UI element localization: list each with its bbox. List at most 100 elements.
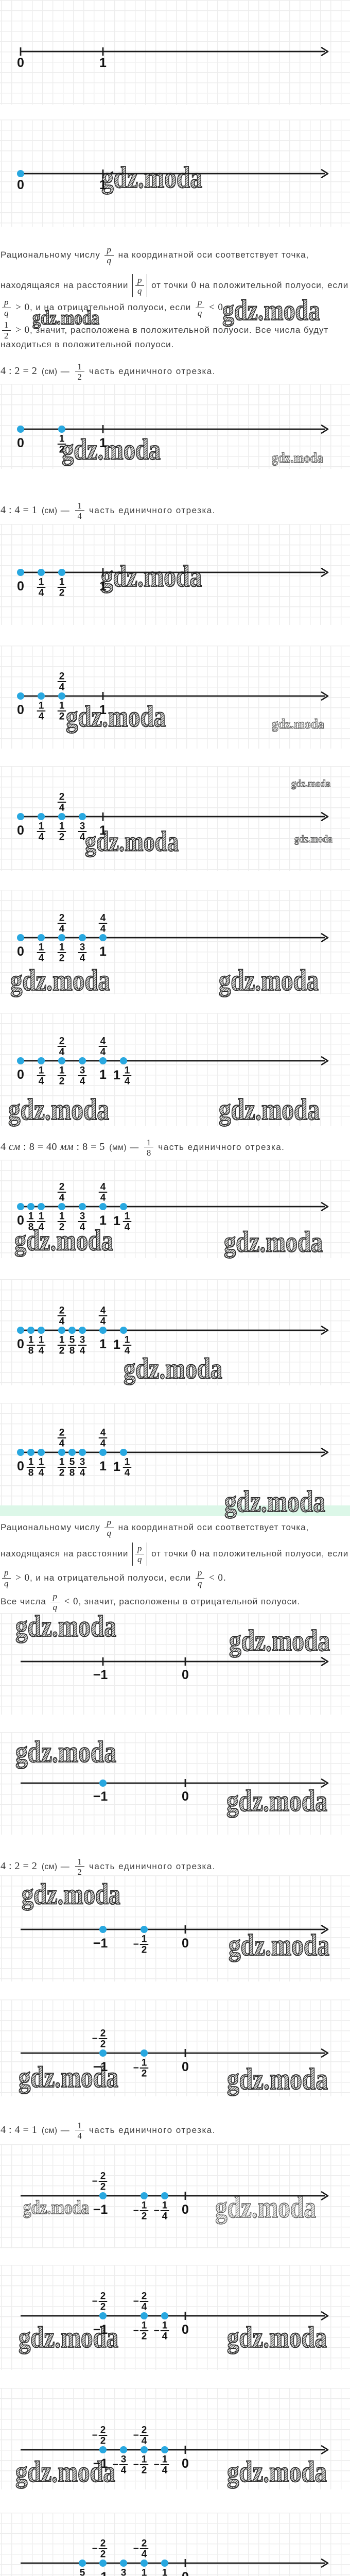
svg-text:4: 4 [100,1428,106,1438]
svg-text:1: 1 [59,701,65,711]
svg-text:1: 1 [142,2058,147,2069]
svg-text:3: 3 [80,1335,85,1346]
svg-text:gdz.moda: gdz.moda [15,2455,115,2488]
svg-text:1: 1 [142,2568,147,2576]
svg-text:2: 2 [142,2465,147,2476]
svg-text:4: 4 [80,1468,85,1479]
svg-text:2: 2 [59,1222,65,1233]
svg-text:1: 1 [142,2320,147,2331]
svg-text:−1: −1 [93,1936,108,1951]
svg-text:0: 0 [182,2060,189,2074]
svg-text:gdz.moda: gdz.moda [227,2320,327,2354]
svg-text:5: 5 [69,1457,75,1468]
svg-text:gdz.moda: gdz.moda [66,700,166,733]
svg-text:−: − [92,2033,98,2044]
svg-text:4: 4 [100,1316,106,1327]
svg-text:−: − [133,2326,139,2336]
svg-text:gdz.moda: gdz.moda [10,963,110,997]
svg-text:−: − [92,2544,98,2554]
svg-text:4: 4 [125,1222,130,1233]
svg-text:2: 2 [59,1182,65,1193]
svg-text:−: − [133,2544,139,2554]
svg-text:gdz.moda: gdz.moda [224,1226,323,1258]
svg-text:gdz.moda: gdz.moda [124,1352,222,1385]
svg-text:4: 4 [39,588,44,599]
svg-text:1: 1 [39,1457,44,1468]
svg-text:gdz.moda: gdz.moda [101,161,202,194]
svg-text:−1: −1 [93,2060,108,2074]
svg-text:gdz.moda: gdz.moda [15,1609,116,1643]
svg-text:gdz.moda: gdz.moda [224,1485,325,1518]
svg-text:gdz.moda: gdz.moda [272,450,323,466]
svg-text:4: 4 [80,1346,85,1357]
svg-text:4: 4 [59,1193,65,1204]
svg-text:−: − [133,2460,139,2470]
svg-text:1: 1 [162,2568,168,2576]
svg-text:4: 4 [162,2465,168,2476]
svg-text:−: − [154,2326,160,2336]
svg-text:2: 2 [142,2211,147,2222]
svg-text:2: 2 [59,1036,65,1047]
svg-text:1: 1 [59,942,65,953]
svg-text:2: 2 [100,2182,106,2193]
svg-text:4: 4 [80,1076,85,1087]
svg-text:gdz.moda: gdz.moda [101,560,202,593]
svg-text:4: 4 [80,832,85,843]
svg-text:−: − [154,2573,160,2576]
svg-text:−1: −1 [93,1789,108,1804]
svg-text:0: 0 [182,2202,189,2217]
svg-text:2: 2 [100,2425,106,2436]
svg-text:1: 1 [125,1211,130,1222]
svg-text:4: 4 [39,1346,44,1357]
svg-text:1: 1 [162,2454,168,2465]
svg-text:1: 1 [99,1213,107,1228]
svg-text:4: 4 [100,1306,106,1316]
svg-text:0: 0 [17,1459,24,1473]
svg-text:1: 1 [99,703,107,717]
svg-text:1: 1 [59,1457,65,1468]
svg-text:0: 0 [182,1668,189,1682]
svg-text:4: 4 [39,1076,44,1087]
svg-text:4: 4 [59,1438,65,1449]
svg-text:5: 5 [80,2568,85,2576]
svg-text:1: 1 [59,577,65,588]
svg-text:1: 1 [162,2320,168,2331]
svg-text:0: 0 [182,2570,189,2576]
svg-text:gdz.moda: gdz.moda [229,1928,329,1962]
svg-text:2: 2 [142,2291,147,2302]
svg-text:gdz.moda: gdz.moda [226,1784,327,1818]
svg-text:1: 1 [28,1335,34,1346]
svg-text:−: − [133,2296,139,2307]
svg-text:1: 1 [99,56,107,70]
svg-text:−: − [113,2460,118,2470]
svg-text:1: 1 [39,942,44,953]
svg-text:8: 8 [69,1468,75,1479]
svg-text:2: 2 [59,1428,65,1438]
svg-text:0: 0 [17,579,24,594]
svg-text:3: 3 [121,2454,127,2465]
svg-text:2: 2 [100,2436,106,2447]
svg-text:3: 3 [80,1211,85,1222]
svg-text:−: − [72,2573,77,2576]
svg-text:4: 4 [162,2331,168,2342]
svg-text:0: 0 [17,178,24,192]
svg-text:2: 2 [100,2039,106,2050]
svg-text:2: 2 [59,913,65,924]
svg-text:gdz.moda: gdz.moda [62,433,161,466]
svg-text:4: 4 [142,2436,147,2447]
svg-text:gdz.moda: gdz.moda [32,307,99,329]
svg-text:4: 4 [39,711,44,722]
svg-text:4: 4 [100,1193,106,1204]
svg-text:2: 2 [59,711,65,722]
svg-text:0: 0 [182,1936,189,1951]
svg-text:4: 4 [59,924,65,935]
svg-text:−1: −1 [93,2570,108,2576]
svg-text:2: 2 [142,2069,147,2079]
svg-text:1: 1 [28,1211,34,1222]
svg-text:1: 1 [125,1335,130,1346]
svg-text:1: 1 [39,1065,44,1076]
svg-text:1: 1 [113,1068,120,1082]
svg-text:4: 4 [142,2302,147,2313]
svg-text:2: 2 [100,2538,106,2549]
svg-text:2: 2 [100,2291,106,2302]
